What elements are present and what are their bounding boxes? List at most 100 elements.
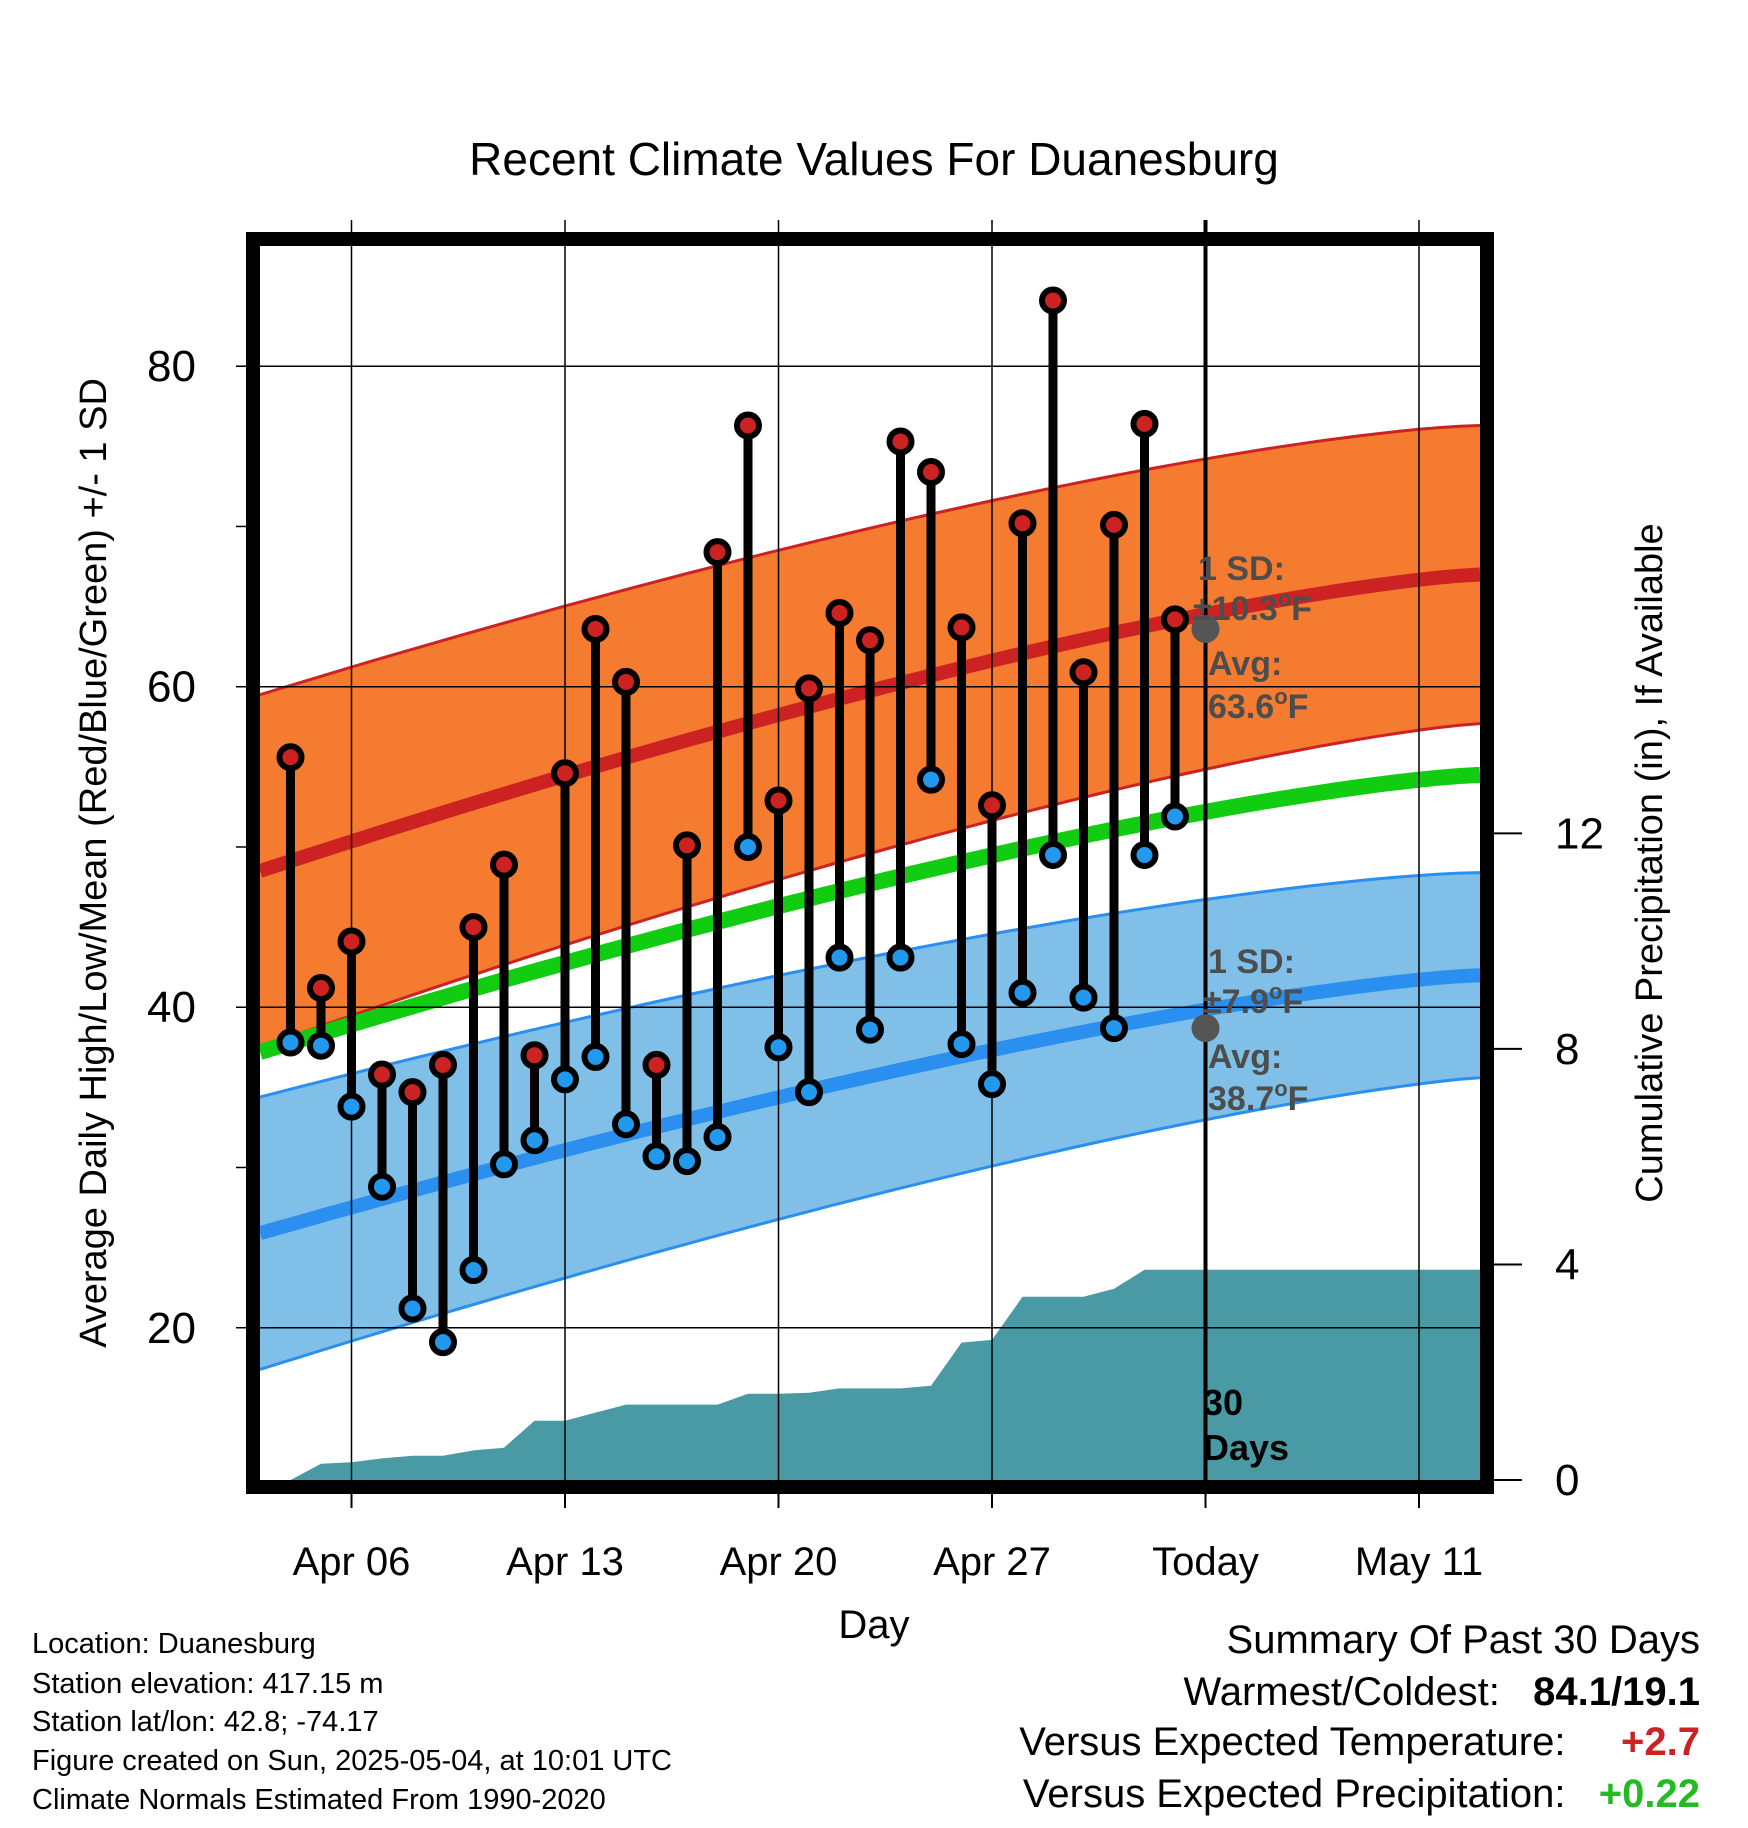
- temp-label: Versus Expected Temperature:: [1019, 1720, 1566, 1764]
- summary-temp: Versus Expected Temperature: +2.7: [1019, 1720, 1700, 1765]
- elevation-text: Station elevation: 417.15 m: [32, 1668, 384, 1700]
- daily-high-point: [612, 667, 640, 696]
- daily-high-point: [520, 1041, 549, 1070]
- daily-low-point: [886, 943, 915, 972]
- high-sd-value: ±10.3oF: [1193, 586, 1312, 628]
- temp-value: +2.7: [1621, 1720, 1700, 1764]
- low-sd-value: ±7.9oF: [1203, 979, 1303, 1021]
- low-sd-label: 1 SD:: [1208, 943, 1295, 981]
- chart-title: Recent Climate Values For Duanesburg: [469, 133, 1279, 185]
- daily-high-point: [307, 974, 335, 1003]
- daily-low-point: [581, 1042, 610, 1071]
- daily-high-point: [429, 1050, 457, 1079]
- warmest-label: Warmest/Coldest:: [1183, 1670, 1500, 1714]
- plot-frame: [246, 232, 1494, 1494]
- y2-tick-label: 8: [1555, 1025, 1579, 1074]
- daily-low-point: [764, 1033, 793, 1062]
- daily-high-point: [947, 613, 976, 642]
- daily-high-point: [642, 1050, 671, 1079]
- days-count-label: 30: [1203, 1382, 1243, 1423]
- daily-high-point: [1161, 605, 1189, 634]
- daily-high-point: [398, 1078, 427, 1107]
- daily-high-point: [673, 831, 701, 860]
- daily-low-point: [642, 1142, 671, 1171]
- daily-high-point: [1069, 658, 1098, 687]
- daily-low-point: [795, 1078, 823, 1107]
- daily-high-point: [1039, 286, 1067, 315]
- daily-high-point: [551, 759, 579, 788]
- daily-high-point: [337, 927, 366, 956]
- y-tick-label: 60: [147, 663, 196, 712]
- daily-high-point: [825, 598, 854, 627]
- precip-label: Versus Expected Precipitation:: [1022, 1772, 1566, 1816]
- precip-value: +0.22: [1598, 1772, 1700, 1816]
- warmest-value: 84.1/19.1: [1533, 1670, 1700, 1714]
- daily-low-point: [856, 1015, 884, 1044]
- daily-low-point: [1161, 802, 1189, 831]
- daily-low-point: [459, 1256, 488, 1285]
- daily-high-point: [917, 457, 945, 486]
- daily-low-point: [490, 1150, 518, 1179]
- daily-low-point: [673, 1147, 701, 1176]
- daily-high-point: [276, 743, 305, 772]
- daily-high-point: [978, 791, 1006, 820]
- daily-low-point: [1100, 1014, 1128, 1043]
- low-avg-value: 38.7oF: [1208, 1076, 1308, 1118]
- normal-low-line: [260, 968, 1480, 1240]
- y2-tick-label: 12: [1555, 809, 1604, 858]
- location-text: Location: Duanesburg: [32, 1628, 316, 1660]
- summary-title: Summary Of Past 30 Days: [1226, 1618, 1700, 1662]
- daily-low-point: [703, 1123, 732, 1152]
- x-tick-label: Apr 20: [720, 1540, 838, 1584]
- daily-low-point: [917, 765, 945, 794]
- precipitation-area: [290, 1269, 1480, 1480]
- daily-low-point: [825, 943, 854, 972]
- summary-warmest: Warmest/Coldest: 84.1/19.1: [1183, 1670, 1700, 1715]
- x-tick-label: May 11: [1355, 1540, 1483, 1584]
- daily-high-point: [490, 850, 518, 879]
- created-text: Figure created on Sun, 2025-05-04, at 10…: [32, 1745, 672, 1777]
- daily-high-point: [1100, 510, 1128, 539]
- daily-high-point: [703, 538, 732, 567]
- daily-low-point: [612, 1110, 640, 1139]
- daily-low-point: [276, 1028, 305, 1057]
- high-avg-label: Avg:: [1208, 645, 1282, 683]
- daily-high-point: [856, 626, 884, 655]
- x-axis-title: Day: [838, 1603, 909, 1647]
- daily-low-point: [368, 1172, 396, 1201]
- daily-high-point: [581, 615, 610, 644]
- y2-tick-label: 4: [1555, 1240, 1579, 1289]
- daily-low-point: [520, 1126, 549, 1155]
- y-tick-label: 40: [147, 983, 196, 1032]
- daily-high-point: [734, 411, 762, 440]
- low-sd-lower-line: [260, 1076, 1480, 1371]
- y2-tick-label: 0: [1555, 1456, 1579, 1505]
- daily-low-point: [429, 1328, 457, 1357]
- daily-high-point: [1008, 509, 1037, 538]
- daily-low-point: [1008, 978, 1037, 1007]
- today-low-avg-marker: [1191, 1014, 1220, 1043]
- normals-text: Climate Normals Estimated From 1990-2020: [32, 1784, 606, 1816]
- high-avg-value: 63.6oF: [1208, 684, 1308, 726]
- daily-low-point: [947, 1030, 976, 1059]
- high-sd-upper-line: [260, 424, 1480, 697]
- x-tick-label: Today: [1152, 1540, 1259, 1584]
- daily-low-point: [1069, 983, 1098, 1012]
- daily-high-point: [1130, 409, 1159, 438]
- daily-low-point: [551, 1065, 579, 1094]
- today-high-avg-marker: [1191, 615, 1220, 644]
- daily-low-point: [1130, 840, 1159, 869]
- daily-low-point: [337, 1092, 366, 1121]
- low-avg-label: Avg:: [1208, 1038, 1282, 1076]
- daily-high-point: [886, 427, 915, 456]
- latlon-text: Station lat/lon: 42.8; -74.17: [32, 1706, 379, 1738]
- daily-high-point: [764, 786, 793, 815]
- daily-low-point: [398, 1294, 427, 1323]
- y-axis-title: Average Daily High/Low/Mean (Red/Blue/Gr…: [73, 378, 115, 1348]
- days-word-label: Days: [1203, 1427, 1289, 1468]
- daily-low-point: [978, 1070, 1006, 1099]
- y-tick-label: 20: [147, 1304, 196, 1353]
- daily-high-point: [368, 1060, 396, 1089]
- y2-axis-title: Cumulative Precipitation (in), If Availa…: [1629, 523, 1671, 1202]
